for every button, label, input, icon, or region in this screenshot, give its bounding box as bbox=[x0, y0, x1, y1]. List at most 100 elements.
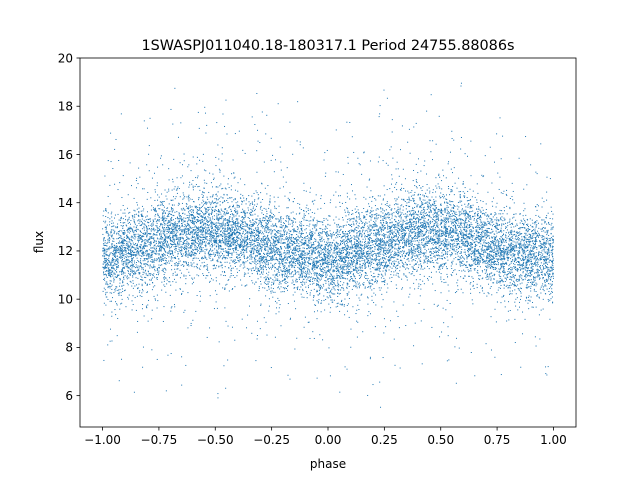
data-point bbox=[359, 272, 361, 274]
data-point bbox=[421, 224, 423, 226]
data-point bbox=[432, 214, 434, 216]
data-point bbox=[310, 245, 312, 247]
data-point bbox=[293, 284, 295, 286]
data-point bbox=[411, 215, 413, 217]
data-point bbox=[341, 236, 343, 238]
data-point bbox=[426, 214, 428, 216]
data-point bbox=[337, 247, 339, 249]
data-point bbox=[464, 251, 466, 253]
data-point bbox=[381, 246, 383, 248]
data-point bbox=[546, 199, 548, 201]
data-point bbox=[465, 211, 467, 213]
data-point bbox=[505, 235, 507, 237]
data-point bbox=[459, 256, 461, 258]
data-point bbox=[472, 303, 474, 305]
data-point bbox=[191, 277, 193, 279]
data-point bbox=[342, 272, 344, 274]
data-point bbox=[241, 318, 243, 320]
data-point bbox=[162, 219, 164, 221]
data-point bbox=[128, 247, 130, 249]
data-point bbox=[352, 273, 354, 275]
data-point bbox=[112, 267, 114, 269]
data-point bbox=[146, 251, 148, 253]
data-point bbox=[443, 232, 445, 234]
data-point bbox=[392, 240, 394, 242]
data-point bbox=[249, 275, 251, 277]
data-point bbox=[396, 231, 398, 233]
data-point bbox=[375, 294, 377, 296]
data-point bbox=[546, 254, 548, 256]
data-point bbox=[326, 241, 328, 243]
data-point bbox=[167, 221, 169, 223]
data-point bbox=[474, 215, 476, 217]
data-point bbox=[149, 233, 151, 235]
data-point bbox=[215, 156, 217, 158]
data-point bbox=[237, 201, 239, 203]
data-point bbox=[311, 236, 313, 238]
data-point bbox=[403, 235, 405, 237]
data-point bbox=[127, 219, 129, 221]
data-point bbox=[314, 252, 316, 254]
data-point bbox=[153, 172, 155, 174]
data-point bbox=[294, 269, 296, 271]
data-point bbox=[178, 227, 180, 229]
data-point bbox=[257, 270, 259, 272]
data-point bbox=[339, 257, 341, 259]
data-point bbox=[552, 258, 554, 260]
data-point bbox=[429, 262, 431, 264]
data-point bbox=[189, 246, 191, 248]
data-point bbox=[243, 262, 245, 264]
data-point bbox=[264, 256, 266, 258]
data-point bbox=[341, 287, 343, 289]
data-point bbox=[414, 185, 416, 187]
data-point bbox=[438, 230, 440, 232]
data-point bbox=[514, 259, 516, 261]
data-point bbox=[138, 253, 140, 255]
data-point bbox=[450, 230, 452, 232]
data-point bbox=[172, 257, 174, 259]
data-point bbox=[141, 244, 143, 246]
data-point bbox=[138, 219, 140, 221]
data-point bbox=[550, 227, 552, 229]
data-point bbox=[514, 250, 516, 252]
data-point bbox=[145, 243, 147, 245]
data-point bbox=[385, 218, 387, 220]
data-point bbox=[216, 260, 218, 262]
data-point bbox=[293, 229, 295, 231]
data-point bbox=[435, 236, 437, 238]
data-point bbox=[181, 356, 183, 358]
data-point bbox=[432, 225, 434, 227]
data-point bbox=[379, 289, 381, 291]
data-point bbox=[256, 222, 258, 224]
data-point bbox=[162, 201, 164, 203]
data-point bbox=[353, 224, 355, 226]
data-point bbox=[154, 189, 156, 191]
data-point bbox=[318, 243, 320, 245]
data-point bbox=[467, 227, 469, 229]
data-point bbox=[437, 211, 439, 213]
data-point bbox=[509, 282, 511, 284]
data-point bbox=[500, 255, 502, 257]
data-point bbox=[261, 246, 263, 248]
data-point bbox=[312, 234, 314, 236]
data-point bbox=[301, 241, 303, 243]
data-point bbox=[197, 245, 199, 247]
data-point bbox=[467, 243, 469, 245]
data-point bbox=[536, 248, 538, 250]
data-point bbox=[168, 179, 170, 181]
data-point bbox=[396, 198, 398, 200]
data-point bbox=[315, 263, 317, 265]
data-point bbox=[248, 238, 250, 240]
data-point bbox=[323, 263, 325, 265]
data-point bbox=[531, 262, 533, 264]
data-point bbox=[233, 251, 235, 253]
data-point bbox=[185, 229, 187, 230]
data-point bbox=[238, 260, 240, 262]
data-point bbox=[393, 254, 395, 256]
data-point bbox=[163, 239, 165, 241]
data-point bbox=[237, 243, 239, 245]
data-point bbox=[205, 231, 207, 233]
data-point bbox=[219, 201, 221, 203]
data-point bbox=[513, 202, 515, 204]
data-point bbox=[396, 287, 398, 289]
